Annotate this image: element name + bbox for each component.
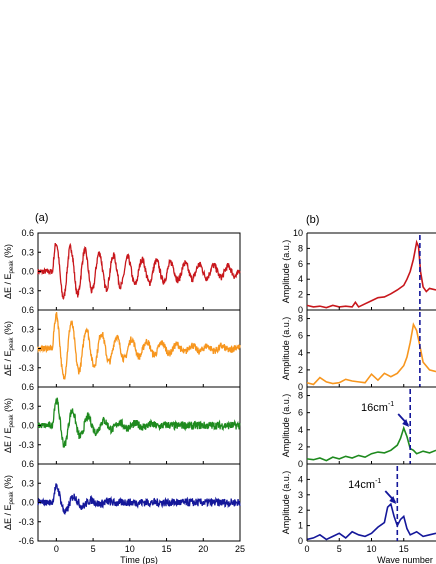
signal-trace: [37, 397, 241, 448]
y-tick-label: 10: [293, 228, 303, 238]
signal-trace: [37, 312, 241, 380]
x-tick-label: 15: [162, 544, 172, 554]
y-axis-label: ΔE / Epeak (%): [3, 244, 15, 299]
x-tick-label: 5: [337, 544, 342, 554]
y-tick-label: 0.0: [21, 498, 34, 508]
time-subplot-3: 0.6 0.3 0.0 -0.3ΔE / Epeak (%): [3, 382, 241, 465]
x-tick-label: 10: [125, 544, 135, 554]
panel-label-b: (b): [306, 214, 319, 226]
y-tick-label: 6: [298, 259, 303, 269]
spectrum-subplot-2: 8 6 4 2 0 Amplitude (a.u.): [281, 309, 436, 392]
time-subplot-4: 0.6 0.3 0.0 -0.3 -0.6ΔE / Epeak (%): [3, 459, 241, 546]
y-tick-label: 0: [298, 382, 303, 392]
y-axis-label: Amplitude (a.u.): [281, 240, 291, 304]
y-axis-label: Amplitude (a.u.): [281, 394, 291, 458]
y-tick-label: 8: [298, 391, 303, 401]
y-tick-label: 0.0: [21, 267, 34, 277]
y-tick-label: 1: [298, 521, 303, 531]
y-tick-label: 0: [298, 459, 303, 469]
spectrum-subplot-1: 10 8 6 4 2 0 Amplitude (a.u.): [281, 228, 436, 315]
y-tick-label: 4: [298, 348, 303, 358]
y-tick-label: 0.6: [21, 459, 34, 469]
plot-frame: [37, 232, 241, 311]
x-tick-label: 0: [54, 544, 59, 554]
y-tick-label: 4: [298, 274, 303, 284]
y-tick-label: -0.3: [18, 440, 34, 450]
y-tick-label: 2: [298, 505, 303, 515]
spectrum-trace: [306, 502, 436, 541]
x-tick-label: 25: [235, 544, 245, 554]
y-tick-label: 0.3: [21, 247, 34, 257]
y-tick-label: 4: [298, 425, 303, 435]
x-tick-label: 15: [399, 544, 409, 554]
y-tick-label: 0: [298, 305, 303, 315]
y-tick-label: 0.3: [21, 401, 34, 411]
y-tick-label: 6: [298, 408, 303, 418]
y-tick-label: 2: [298, 442, 303, 452]
y-axis-label: ΔE / Epeak (%): [3, 321, 15, 376]
y-axis-label: Amplitude (a.u.): [281, 471, 291, 535]
y-axis-label: ΔE / Epeak (%): [3, 398, 15, 453]
peak-annotation: 14cm-1: [348, 478, 381, 491]
annotation-arrowhead: [389, 496, 397, 504]
y-tick-label: -0.3: [18, 286, 34, 296]
y-tick-label: 0: [298, 536, 303, 546]
panel-label-a: (a): [35, 212, 48, 224]
panel-a: (a)0.60.30.0-0.3ΔE / Epeak (%)0.60.30.0-…: [3, 212, 245, 564]
y-tick-label: 8: [298, 243, 303, 253]
y-tick-label: 0.0: [21, 344, 34, 354]
y-axis-label: Amplitude (a.u.): [281, 317, 291, 381]
y-tick-label: 0.6: [21, 228, 34, 238]
y-tick-label: 3: [298, 490, 303, 500]
annotation-arrowhead: [402, 419, 410, 427]
spectrum-subplot-3: 8 6 4 2 0 Amplitude (a.u.) 16cm-1: [281, 386, 436, 469]
spectrum-trace: [306, 425, 436, 462]
peak-annotation: 16cm-1: [361, 401, 394, 414]
spectrum-subplot-4: 4 3 2 1 0 Amplitude (a.u.) 14cm-1: [281, 463, 436, 546]
y-tick-label: 2: [298, 290, 303, 300]
y-tick-label: 8: [298, 314, 303, 324]
y-tick-label: 0.6: [21, 382, 34, 392]
y-tick-label: -0.6: [18, 536, 34, 546]
y-tick-label: -0.3: [18, 363, 34, 373]
x-axis-title: Wave number: [377, 555, 433, 564]
x-axis-title: Time (ps): [120, 555, 158, 564]
time-subplot-2: 0.6 0.3 0.0 -0.3ΔE / Epeak (%): [3, 305, 241, 388]
spectrum-trace: [306, 322, 436, 386]
y-tick-label: 4: [298, 474, 303, 484]
y-tick-label: 0.3: [21, 324, 34, 334]
y-tick-label: 0.3: [21, 478, 34, 488]
y-tick-label: 0.6: [21, 305, 34, 315]
x-tick-label: 20: [198, 544, 208, 554]
x-tick-label: 5: [91, 544, 96, 554]
signal-trace: [37, 242, 241, 300]
x-tick-label: 0: [304, 544, 309, 554]
time-subplot-1: 0.6 0.3 0.0 -0.3ΔE / Epeak (%): [3, 228, 241, 311]
x-tick-label: 10: [366, 544, 376, 554]
y-axis-label: ΔE / Epeak (%): [3, 475, 15, 530]
spectrum-trace: [306, 239, 436, 309]
y-tick-label: 2: [298, 365, 303, 375]
y-tick-label: -0.3: [18, 517, 34, 527]
y-tick-label: 0.0: [21, 421, 34, 431]
y-tick-label: 6: [298, 331, 303, 341]
signal-trace: [37, 483, 241, 515]
